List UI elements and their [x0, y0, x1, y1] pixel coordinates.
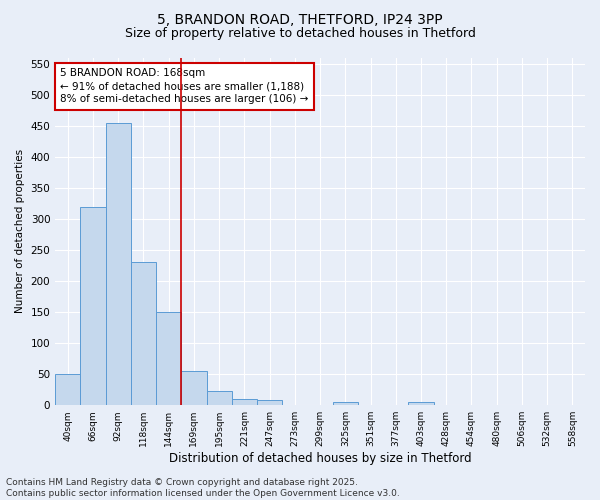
Text: Contains HM Land Registry data © Crown copyright and database right 2025.
Contai: Contains HM Land Registry data © Crown c… — [6, 478, 400, 498]
Bar — [131, 262, 156, 405]
Bar — [55, 374, 80, 405]
Bar — [181, 371, 206, 405]
Bar — [232, 399, 257, 405]
Text: 5, BRANDON ROAD, THETFORD, IP24 3PP: 5, BRANDON ROAD, THETFORD, IP24 3PP — [157, 12, 443, 26]
Bar — [106, 122, 131, 405]
Bar — [80, 206, 106, 405]
Bar — [409, 402, 434, 405]
Text: 5 BRANDON ROAD: 168sqm
← 91% of detached houses are smaller (1,188)
8% of semi-d: 5 BRANDON ROAD: 168sqm ← 91% of detached… — [61, 68, 309, 104]
X-axis label: Distribution of detached houses by size in Thetford: Distribution of detached houses by size … — [169, 452, 472, 465]
Text: Size of property relative to detached houses in Thetford: Size of property relative to detached ho… — [125, 28, 475, 40]
Bar — [156, 312, 181, 405]
Bar — [257, 400, 282, 405]
Bar — [206, 391, 232, 405]
Bar — [332, 402, 358, 405]
Y-axis label: Number of detached properties: Number of detached properties — [15, 150, 25, 314]
